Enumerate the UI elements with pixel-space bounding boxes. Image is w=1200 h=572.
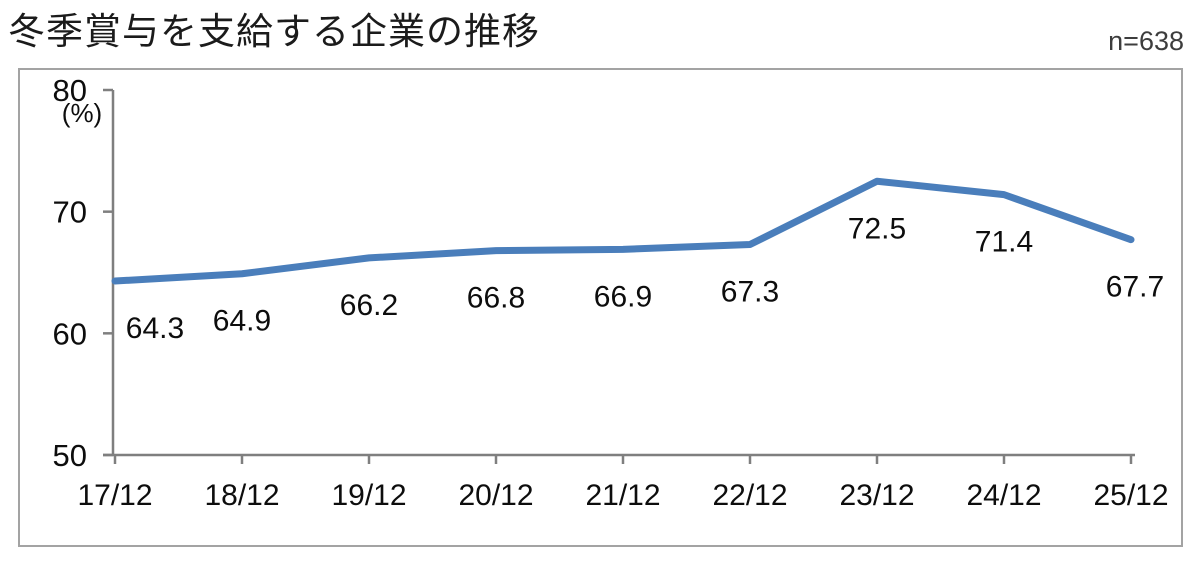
x-tick-label: 25/12 [1093,479,1168,512]
x-tick-label: 24/12 [966,479,1041,512]
x-tick-label: 18/12 [204,479,279,512]
x-tick-label: 23/12 [839,479,914,512]
data-label: 64.9 [213,305,271,338]
data-line-series [111,177,1135,285]
data-label: 66.2 [340,289,398,322]
data-label: 66.8 [467,282,525,315]
data-label: 67.7 [1106,271,1164,304]
data-label: 72.5 [848,212,906,245]
data-label: 64.3 [126,312,184,345]
data-label: 67.3 [721,276,779,309]
y-tick-label: 50 [53,438,87,473]
y-tick-label: 70 [53,195,87,230]
y-tick-label: 60 [53,316,87,351]
y-axis-unit-label: (%) [62,98,102,128]
x-tick-label: 22/12 [712,479,787,512]
chart-title: 冬季賞与を支給する企業の推移 [8,11,540,52]
x-tick-label: 17/12 [77,479,152,512]
x-tick-label: 19/12 [331,479,406,512]
x-tick-label: 21/12 [585,479,660,512]
x-tick-label: 20/12 [458,479,533,512]
data-label: 66.9 [594,280,652,313]
chart-plot-frame [18,68,1183,547]
sample-size-label: n=638 [1108,26,1184,56]
y-tick-label: 80 [53,73,87,108]
data-label: 71.4 [975,226,1033,259]
